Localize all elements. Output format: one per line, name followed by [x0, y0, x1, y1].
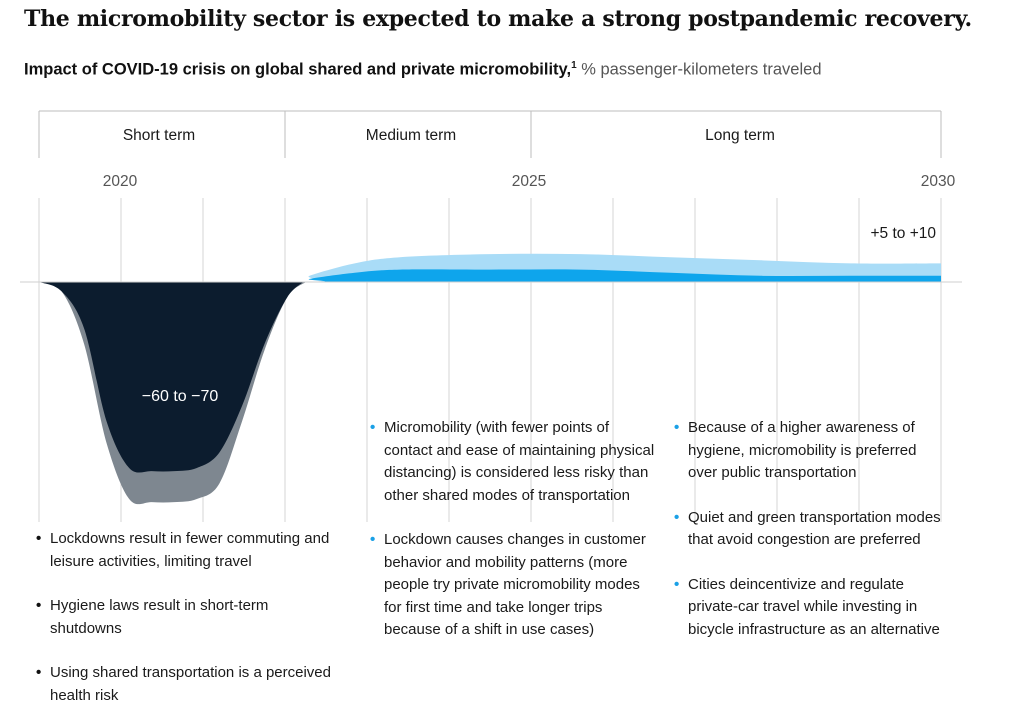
chart-subtitle: Impact of COVID-19 crisis on global shar… — [24, 60, 1014, 80]
bullet-item: Using shared transportation is a perceiv… — [36, 662, 336, 707]
phase-label-long: Long term — [705, 127, 775, 144]
footnote-marker: 1 — [571, 60, 577, 71]
bullet-item: Cities deincentivize and regulate privat… — [674, 574, 944, 642]
x-tick-2020: 2020 — [103, 173, 138, 190]
trough-annotation: −60 to −70 — [142, 388, 219, 405]
bullet-item: Micromobility (with fewer points of cont… — [370, 417, 660, 507]
bullet-item: Lockdowns result in fewer commuting and … — [36, 528, 336, 573]
x-tick-labels: 2020 2025 2030 — [103, 173, 956, 190]
x-tick-2030: 2030 — [921, 173, 956, 190]
phase-header: Short term Medium term Long term — [38, 110, 942, 158]
bullet-item: Quiet and green transportation modes tha… — [674, 507, 944, 552]
positive-core-area — [39, 269, 941, 283]
long-term-bullets: Because of a higher awareness of hygiene… — [674, 417, 944, 641]
series-areas — [39, 253, 941, 505]
phase-label-short: Short term — [123, 127, 195, 144]
bullet-item: Hygiene laws result in short-term shutdo… — [36, 595, 336, 640]
short-term-bullets: Lockdowns result in fewer commuting and … — [36, 528, 336, 707]
negative-core-area — [39, 282, 304, 473]
subtitle-main: Impact of COVID-19 crisis on global shar… — [24, 60, 572, 79]
bullet-item: Lockdown causes changes in customer beha… — [370, 529, 660, 642]
bullet-item: Because of a higher awareness of hygiene… — [674, 417, 944, 485]
phase-label-medium: Medium term — [366, 127, 456, 144]
x-tick-2025: 2025 — [512, 173, 546, 190]
medium-term-bullets: Micromobility (with fewer points of cont… — [370, 417, 660, 642]
chart-title: The micromobility sector is expected to … — [24, 6, 972, 32]
subtitle-unit: % passenger-kilometers traveled — [581, 60, 822, 79]
long-term-annotation: +5 to +10 — [870, 225, 936, 242]
